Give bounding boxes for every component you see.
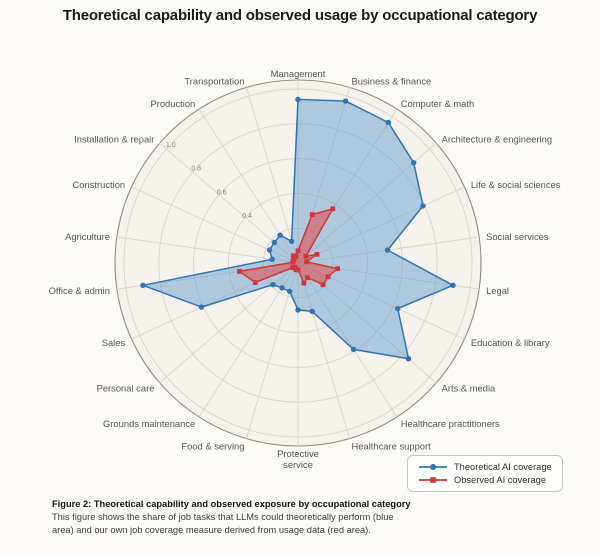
radial-tick-0.4: 0.4 [242,213,252,220]
circle-marker-icon [419,464,447,470]
category-label-education-library: Education & library [471,337,550,348]
series-theoretical [140,96,456,362]
caption-line-2: area) and our own job coverage measure d… [52,525,371,535]
category-label-healthcare-practitioners: Healthcare practitioners [401,418,500,429]
category-label-healthcare-support: Healthcare support [352,440,432,451]
radial-tick-labels: 0.4 0.6 0.8 1.0 [166,142,252,220]
category-labels: Management Business & finance Computer & m… [49,68,561,470]
figure-caption: Figure 2: Theoretical capability and obs… [52,498,411,537]
category-label-food-serving: Food & serving [181,440,244,451]
category-label-personal-care: Personal care [97,382,155,393]
radial-tick-0.8: 0.8 [191,166,201,173]
category-label-production: Production [150,98,195,109]
caption-line-1: This figure shows the share of job tasks… [52,512,394,522]
category-label-transportation: Transportation [184,76,244,87]
category-label-construction: Construction [73,179,126,190]
caption-bold-line: Figure 2: Theoretical capability and obs… [52,499,411,509]
category-label-life-social-sciences: Life & social sciences [471,179,561,190]
legend: Theoretical AI coverage Observed AI cove… [407,455,563,492]
category-label-office-admin: Office & admin [49,285,110,296]
category-label-installation-repair: Installation & repair [74,134,154,145]
legend-label-observed: Observed AI coverage [454,475,546,485]
chart-title: Theoretical capability and observed usag… [62,7,538,24]
category-label-management: Management [271,68,326,79]
category-label-architecture-engineering: Architecture & engineering [442,134,552,145]
series-observed [237,206,341,288]
category-label-agriculture: Agriculture [65,231,110,242]
category-label-computer-math: Computer & math [401,98,474,109]
legend-item-theoretical: Theoretical AI coverage [418,462,552,472]
category-label-legal: Legal [486,285,509,296]
legend-item-observed: Observed AI coverage [418,475,552,485]
category-label-protective-service: Protective service [277,448,319,470]
radial-tick-1.0: 1.0 [166,142,176,149]
category-label-grounds-maintenance: Grounds maintenance [103,418,195,429]
category-label-arts-media: Arts & media [442,382,496,393]
category-label-business-finance: Business & finance [352,76,432,87]
category-label-social-services: Social services [486,231,549,242]
radial-tick-0.6: 0.6 [217,189,227,196]
legend-label-theoretical: Theoretical AI coverage [454,462,552,472]
square-marker-icon [419,477,447,483]
category-label-sales: Sales [102,337,126,348]
